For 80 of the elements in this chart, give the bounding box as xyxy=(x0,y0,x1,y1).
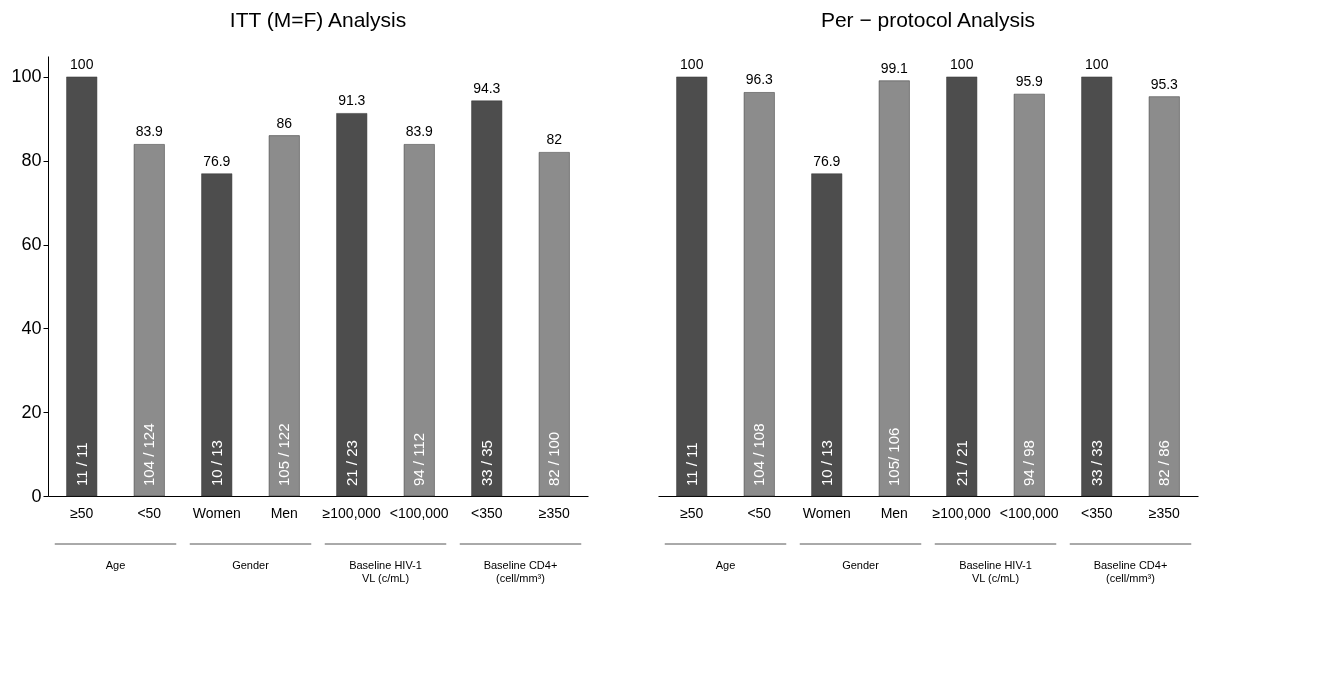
data-label: 95.9 xyxy=(1015,73,1044,90)
chart-title: ITT (M=F) Analysis xyxy=(229,8,407,31)
data-label: 94.3 xyxy=(473,79,501,96)
bar xyxy=(538,152,570,497)
annotation: 105 / 122 xyxy=(275,423,293,486)
text: Baseline CD4+ (cell/mm³) xyxy=(1093,559,1168,584)
data-label: 100 xyxy=(70,55,94,72)
y-tick-label: 100 xyxy=(11,66,42,87)
data-label: 100 xyxy=(680,55,704,72)
annotation: 94 / 98 xyxy=(1020,440,1038,486)
y-tick-label: 60 xyxy=(21,234,42,255)
x-tick-label: <50 xyxy=(137,504,162,521)
bar xyxy=(1013,93,1045,497)
x-tick-label: <50 xyxy=(747,504,772,521)
bar xyxy=(201,173,233,497)
chart-title: Per − protocol Analysis xyxy=(820,8,1036,31)
x-tick-label: Men xyxy=(880,504,908,521)
x-tick-label: <100,000 xyxy=(999,504,1059,521)
bar xyxy=(336,113,368,497)
data-label: 100 xyxy=(950,55,974,72)
x-tick-label: ≥100,000 xyxy=(932,504,992,521)
data-label: 91.3 xyxy=(338,92,366,109)
text: Baseline HIV-1 VL (c/mL) xyxy=(959,559,1032,584)
bar xyxy=(676,76,708,497)
x-tick-label: <350 xyxy=(470,504,503,521)
x-tick-label: ≥50 xyxy=(70,504,94,521)
x-tick-label: ≥100,000 xyxy=(322,504,382,521)
annotation: 33 / 35 xyxy=(477,440,495,486)
data-label: 95.3 xyxy=(1150,75,1179,92)
bar xyxy=(66,76,98,497)
text: Baseline CD4+ (cell/mm³) xyxy=(483,559,558,584)
annotation: 94 / 112 xyxy=(410,432,428,486)
data-label: 76.9 xyxy=(203,152,231,169)
data-label: 83.9 xyxy=(405,123,434,140)
annotation: 21 / 23 xyxy=(342,440,360,486)
x-tick-label: <100,000 xyxy=(389,504,449,521)
data-label: 100 xyxy=(1085,55,1109,72)
annotation: 10 / 13 xyxy=(817,440,835,486)
x-tick-label: ≥350 xyxy=(538,504,570,521)
data-label: 99.1 xyxy=(880,59,909,76)
y-tick-label: 40 xyxy=(21,317,42,338)
annotation: 11 / 11 xyxy=(682,442,700,486)
text: Gender xyxy=(842,559,880,571)
annotation: 105/ 106 xyxy=(885,427,903,486)
text: Age xyxy=(715,559,736,571)
x-tick-label: ≥50 xyxy=(680,504,704,521)
bar xyxy=(811,173,843,497)
annotation: 21 / 21 xyxy=(952,440,970,486)
annotation: 33 / 33 xyxy=(1087,440,1105,486)
bar xyxy=(946,76,978,497)
data-label: 86 xyxy=(276,114,293,131)
text: Baseline HIV-1 VL (c/mL) xyxy=(349,559,422,584)
annotation: 10 / 13 xyxy=(207,440,225,486)
data-label: 83.9 xyxy=(135,123,164,140)
x-tick-label: Men xyxy=(270,504,298,521)
x-tick-label: ≥350 xyxy=(1148,504,1180,521)
annotation: 82 / 100 xyxy=(545,431,563,486)
bar xyxy=(878,80,910,497)
annotation: 11 / 11 xyxy=(72,442,90,486)
y-tick-label: 20 xyxy=(21,401,42,422)
x-tick-label: Women xyxy=(192,504,241,521)
text: Age xyxy=(105,559,126,571)
bar xyxy=(133,144,165,497)
text: Gender xyxy=(232,559,270,571)
x-tick-label: Women xyxy=(802,504,851,521)
bar xyxy=(471,100,503,497)
y-tick-label: 0 xyxy=(31,485,42,506)
data-label: 76.9 xyxy=(813,152,841,169)
bar xyxy=(1081,76,1113,497)
x-tick-label: <350 xyxy=(1080,504,1113,521)
y-tick-label: 80 xyxy=(21,150,42,171)
bar xyxy=(743,92,775,497)
annotation: 82 / 86 xyxy=(1155,440,1173,486)
bar xyxy=(268,135,300,497)
annotation: 104 / 108 xyxy=(750,423,768,486)
annotation: 104 / 124 xyxy=(140,423,158,486)
bar xyxy=(1148,96,1180,497)
data-label: 96.3 xyxy=(745,71,774,88)
data-label: 82 xyxy=(546,131,563,148)
bar xyxy=(403,144,435,497)
